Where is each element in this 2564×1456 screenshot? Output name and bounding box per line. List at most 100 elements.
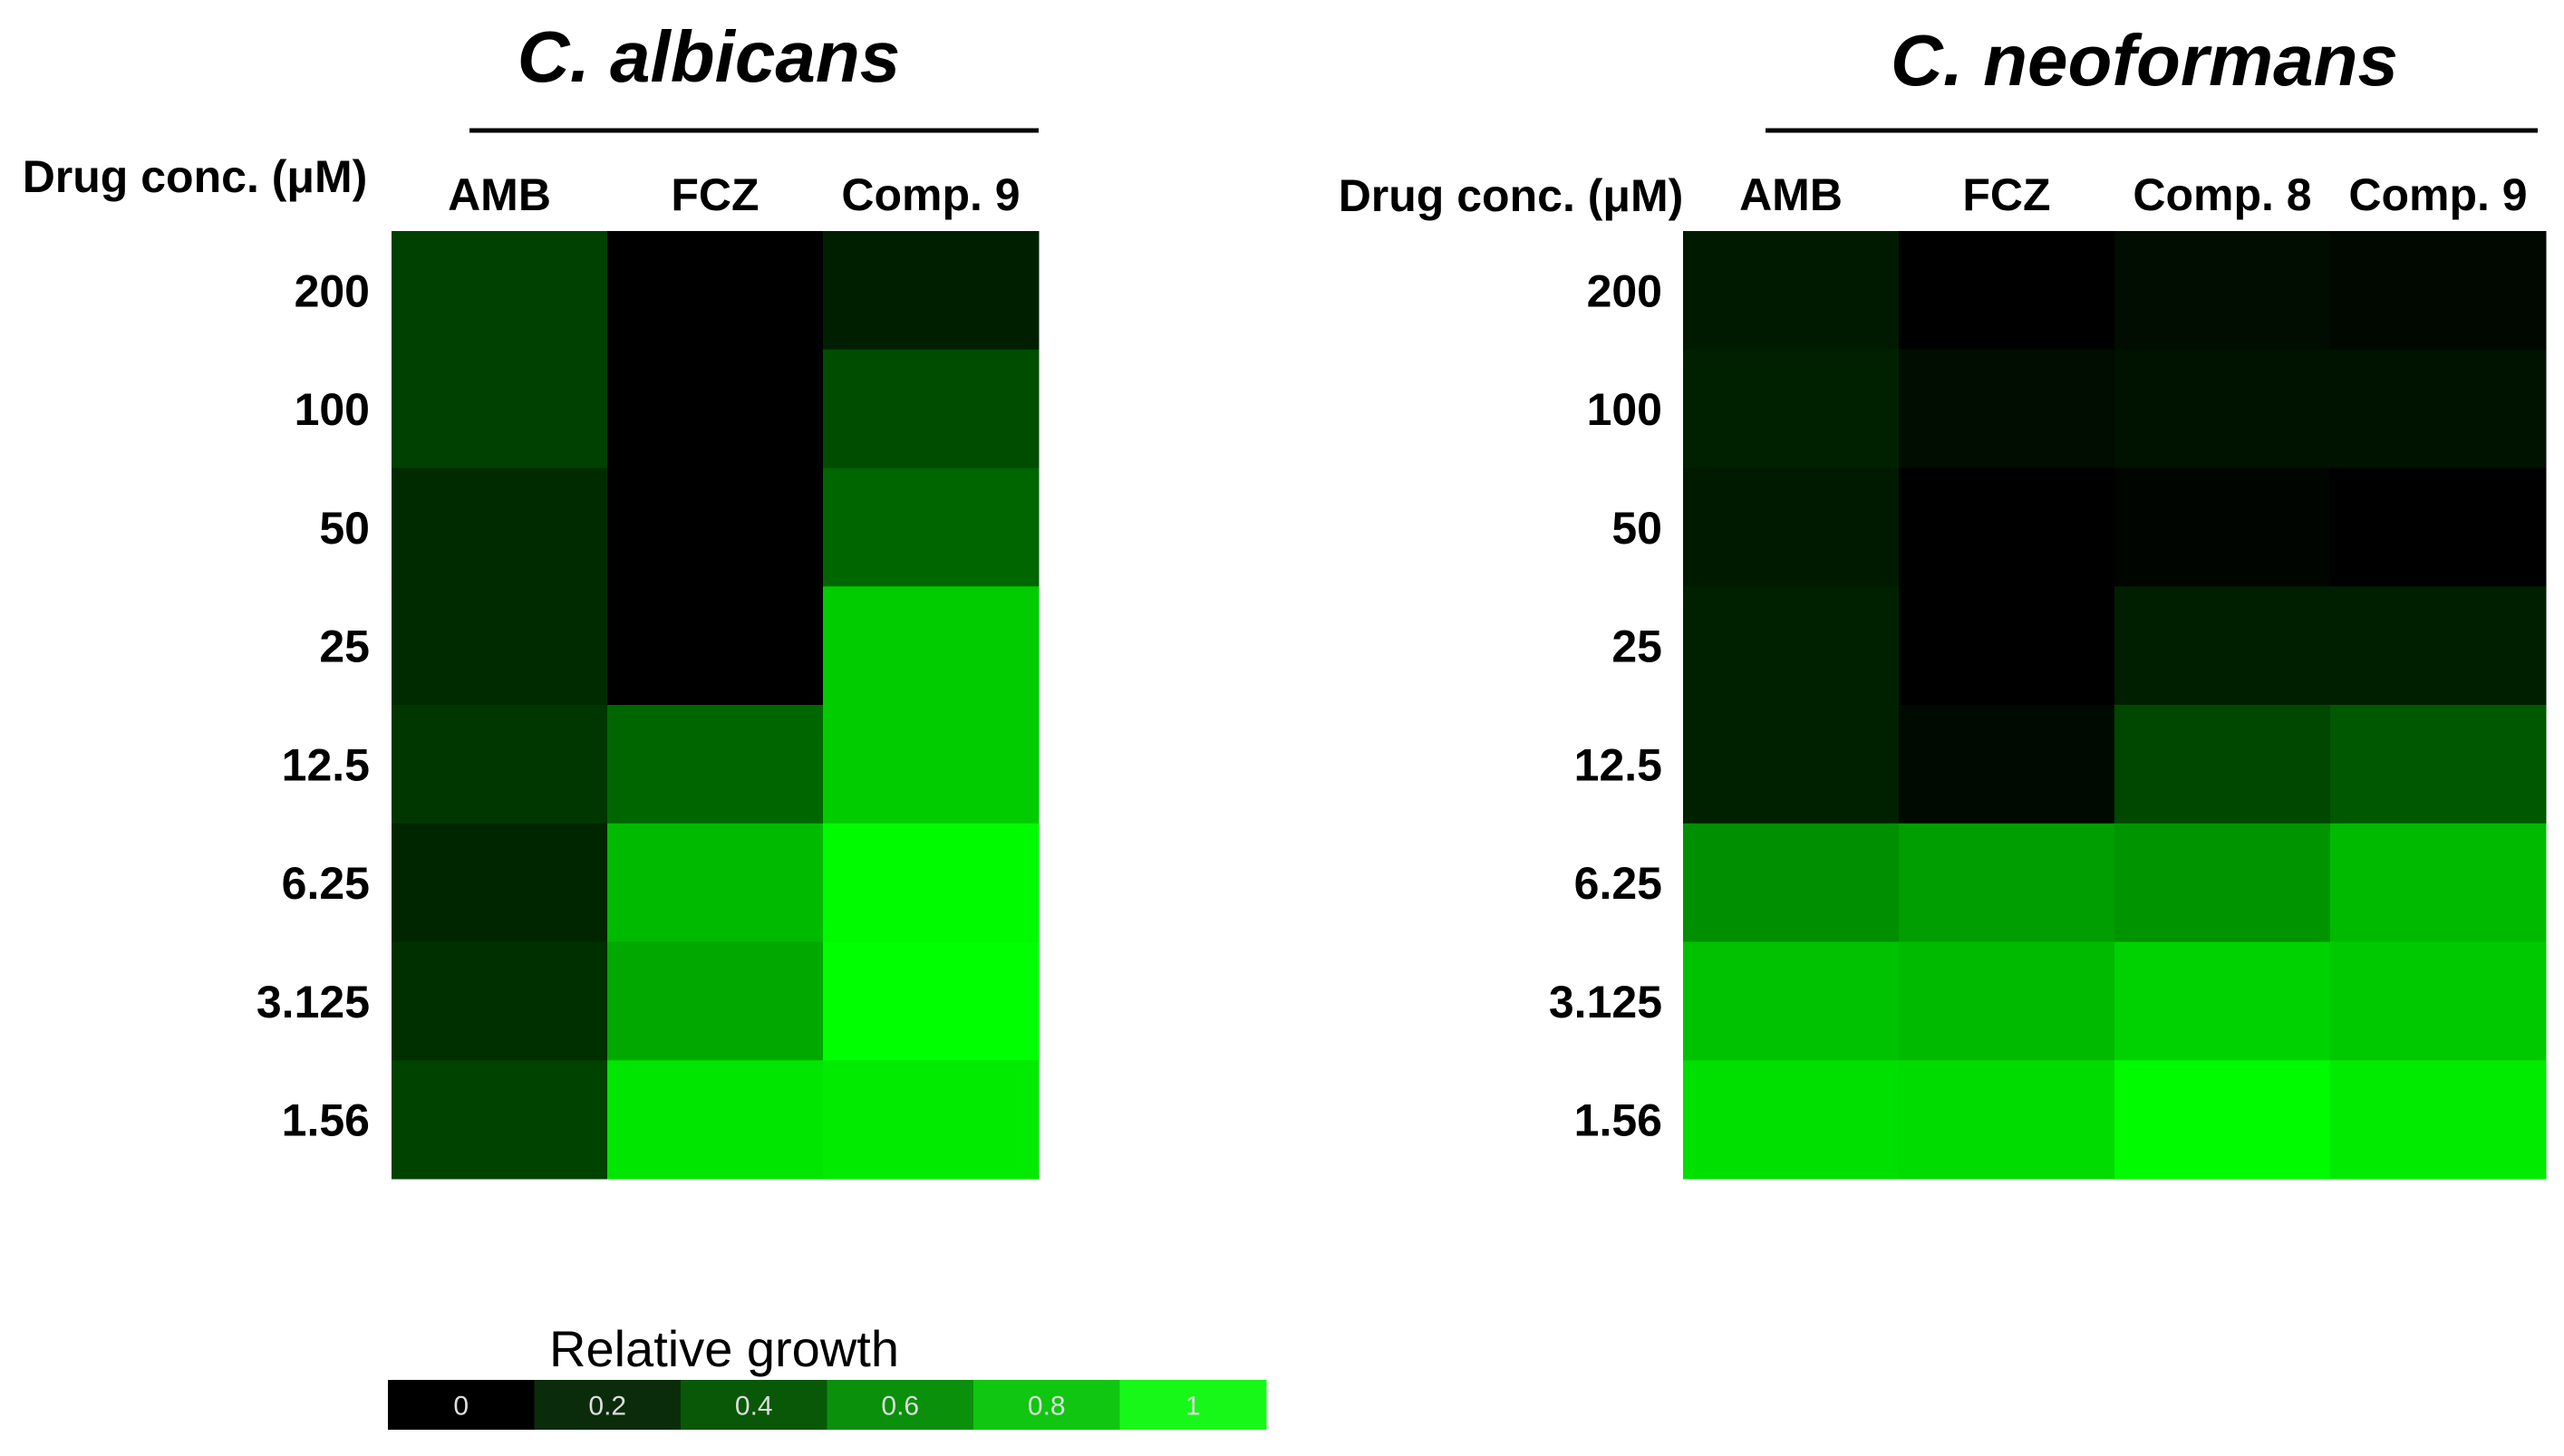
legend-tick-label: 0.2	[588, 1392, 626, 1422]
legend-title: Relative growth	[549, 1320, 899, 1377]
heatmap-cell	[607, 823, 824, 942]
column-label: Comp. 9	[841, 169, 1020, 220]
heatmap-cell	[2330, 586, 2547, 706]
row-label: 50	[319, 503, 370, 554]
heatmap-cell	[1683, 823, 1900, 942]
row-label: 3.125	[256, 977, 370, 1027]
column-label: AMB	[1739, 169, 1843, 220]
heatmap-cell	[2114, 468, 2331, 587]
row-axis-label-neoformans: Drug conc. (μM)	[1339, 170, 1684, 221]
heatmap-cell	[2330, 941, 2547, 1061]
column-labels-neoformans: AMB FCZ Comp. 8 Comp. 9	[1739, 169, 2528, 220]
row-labels-albicans: 200 100 50 25 12.5 6.25 3.125 1.56	[256, 265, 370, 1145]
row-axis-label-albicans: Drug conc. (μM)	[23, 151, 368, 202]
legend-swatches: 0 0.2 0.4 0.6 0.8 1	[388, 1380, 1267, 1430]
heatmap-cell	[2114, 941, 2331, 1061]
heatmap-cell	[1683, 586, 1900, 706]
heatmap-cell	[1899, 349, 2115, 468]
heatmap-cell	[2114, 586, 2331, 706]
heatmap-cell	[2330, 468, 2547, 587]
row-label: 3.125	[1549, 977, 1662, 1027]
heatmap-cell	[607, 231, 824, 351]
legend-tick-label: 1	[1185, 1392, 1201, 1422]
row-labels-neoformans: 200 100 50 25 12.5 6.25 3.125 1.56	[1549, 265, 1662, 1145]
heatmap-cell	[1899, 1060, 2115, 1180]
heatmap-cell	[607, 349, 824, 468]
heatmap-cell	[607, 586, 824, 706]
heatmap-panel-neoformans: C. neoformans Drug conc. (μM) AMB FCZ Comp…	[1339, 20, 2547, 1180]
heatmap-panel-albicans: C. albicans Drug conc. (μM) AMB FCZ Comp. …	[23, 16, 1040, 1180]
heatmap-cell	[1899, 823, 2115, 942]
row-label: 200	[1587, 265, 1662, 316]
legend-tick-label: 0.6	[881, 1392, 919, 1422]
heatmap-cell	[2114, 705, 2331, 824]
heatmap-cell	[392, 349, 608, 468]
column-label: Comp. 9	[2348, 169, 2527, 220]
heatmap-cell	[2114, 1060, 2331, 1180]
heatmap-cell	[2330, 349, 2547, 468]
row-label: 6.25	[1574, 858, 1662, 909]
heatmap-cell	[392, 468, 608, 587]
heatmap-cell	[1899, 705, 2115, 824]
color-legend: Relative growth 0 0.2 0.4 0.6 0.8 1	[388, 1320, 1267, 1430]
column-label: FCZ	[1962, 169, 2050, 220]
cells-neoformans	[1683, 231, 2547, 1180]
heatmap-cell	[1899, 231, 2115, 351]
row-label: 6.25	[282, 858, 370, 909]
legend-swatch	[534, 1380, 682, 1430]
column-labels-albicans: AMB FCZ Comp. 9	[448, 169, 1021, 220]
legend-tick-label: 0.8	[1028, 1392, 1066, 1422]
legend-tick-label: 0.4	[735, 1392, 773, 1422]
heatmap-cell	[607, 468, 824, 587]
column-label: FCZ	[671, 169, 759, 220]
heatmap-cell	[1899, 468, 2115, 587]
cells-albicans	[392, 231, 1040, 1180]
legend-swatch	[1119, 1380, 1267, 1430]
heatmap-cell	[2114, 823, 2331, 942]
heatmap-cell	[392, 1060, 608, 1180]
row-label: 100	[1587, 384, 1662, 435]
heatmap-cell	[1683, 349, 1900, 468]
row-label: 25	[319, 622, 370, 672]
heatmap-cell	[392, 941, 608, 1061]
panel-title-neoformans: C. neoformans	[1891, 20, 2398, 101]
heatmap-cell	[2330, 231, 2547, 351]
heatmap-cell	[392, 586, 608, 706]
heatmap-cell	[607, 941, 824, 1061]
heatmap-cell	[2114, 231, 2331, 351]
legend-swatch	[827, 1380, 974, 1430]
heatmap-cell	[607, 1060, 824, 1180]
legend-swatch	[388, 1380, 535, 1430]
panel-title-albicans: C. albicans	[518, 16, 900, 97]
heatmap-cell	[823, 941, 1040, 1061]
heatmap-cell	[823, 349, 1040, 468]
heatmap-cell	[1899, 586, 2115, 706]
heatmap-cell	[823, 1060, 1040, 1180]
row-label: 100	[295, 384, 370, 435]
heatmap-cell	[823, 823, 1040, 942]
heatmap-cell	[1683, 468, 1900, 587]
heatmap-cell	[1683, 1060, 1900, 1180]
heatmap-cell	[1683, 941, 1900, 1061]
row-label: 12.5	[282, 739, 370, 790]
row-label: 1.56	[1574, 1095, 1662, 1146]
legend-tick-label: 0	[453, 1392, 469, 1422]
column-label: AMB	[448, 169, 551, 220]
heatmap-cell	[823, 586, 1040, 706]
heatmap-cell	[392, 823, 608, 942]
row-label: 25	[1611, 622, 1662, 672]
row-label: 50	[1611, 503, 1662, 554]
heatmap-cell	[2114, 349, 2331, 468]
legend-swatch	[973, 1380, 1120, 1430]
row-label: 1.56	[282, 1095, 370, 1146]
row-label: 200	[295, 265, 370, 316]
heatmap-cell	[823, 468, 1040, 587]
heatmap-cell	[823, 231, 1040, 351]
heatmap-cell	[2330, 705, 2547, 824]
heatmap-cell	[1899, 941, 2115, 1061]
heatmap-cell	[392, 231, 608, 351]
heatmap-cell	[2330, 823, 2547, 942]
heatmap-cell	[2330, 1060, 2547, 1180]
row-label: 12.5	[1574, 739, 1662, 790]
